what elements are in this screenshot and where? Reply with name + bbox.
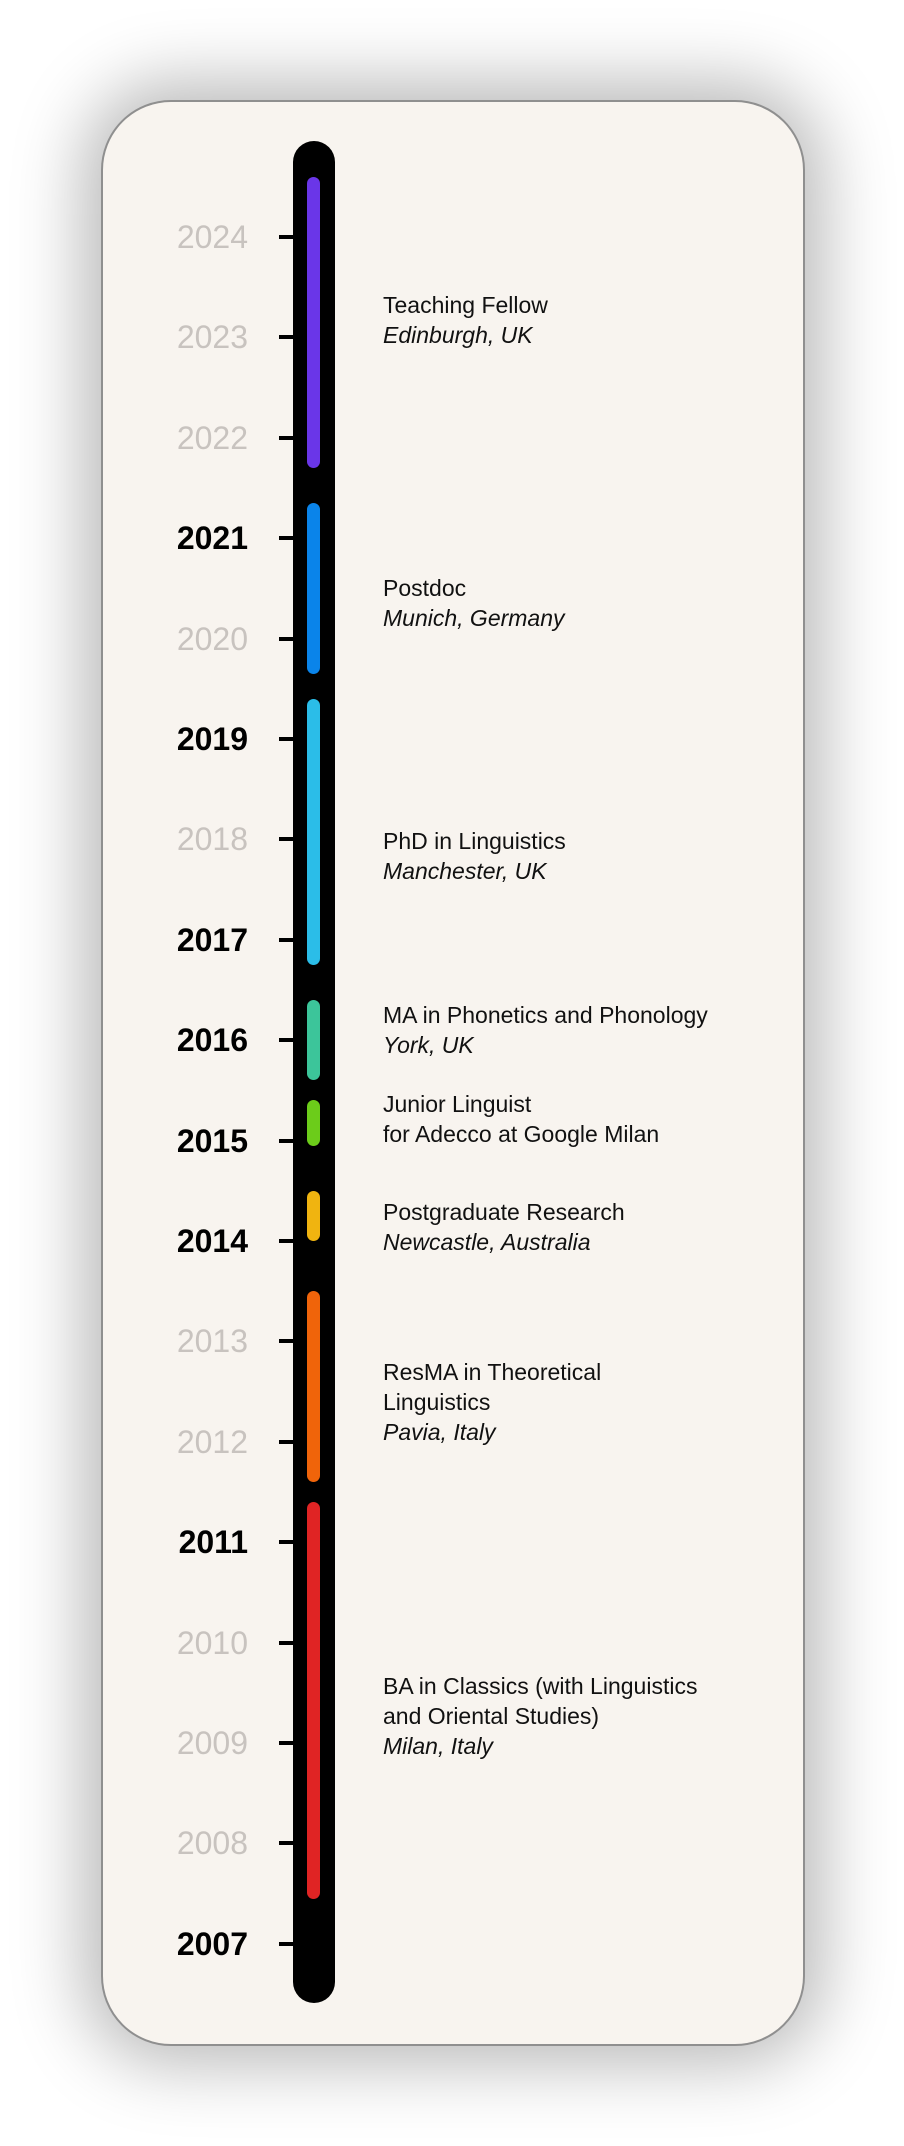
- timeline-segment: [307, 1190, 320, 1241]
- event-title: Postgraduate Research: [383, 1199, 625, 1225]
- timeline-event: BA in Classics (with Linguistics and Orie…: [383, 1671, 753, 1761]
- timeline-event: Junior Linguist for Adecco at Google Mila…: [383, 1089, 753, 1149]
- event-title: Teaching Fellow: [383, 292, 548, 318]
- event-location: York, UK: [383, 1032, 474, 1058]
- year-tick-2020: [279, 636, 295, 641]
- year-label-2022: 2022: [176, 419, 248, 456]
- year-label-2011: 2011: [178, 1524, 248, 1561]
- year-tick-2009: [279, 1741, 295, 1745]
- timeline-segment: [307, 503, 320, 674]
- year-tick-2011: [279, 1540, 295, 1545]
- event-title: MA in Phonetics and Phonology: [383, 1002, 708, 1028]
- timeline-segment: [307, 1502, 320, 1899]
- year-tick-2012: [279, 1439, 295, 1444]
- event-location: Munich, Germany: [383, 605, 565, 631]
- year-label-2018: 2018: [176, 821, 248, 858]
- event-location: Newcastle, Australia: [383, 1229, 591, 1255]
- year-label-2016: 2016: [176, 1022, 248, 1059]
- event-title: Postdoc: [383, 575, 467, 601]
- event-title: Linguistics: [383, 1389, 491, 1415]
- year-label-2015: 2015: [176, 1122, 248, 1159]
- event-location: Pavia, Italy: [383, 1419, 496, 1445]
- event-title: BA in Classics (with Linguistics: [383, 1673, 698, 1699]
- timeline-event: Postgraduate Research Newcastle, Australi…: [383, 1197, 753, 1257]
- year-tick-2023: [279, 335, 295, 340]
- timeline-event: Postdoc Munich, Germany: [383, 573, 753, 633]
- event-title: Junior Linguist: [383, 1091, 532, 1117]
- year-tick-2022: [279, 435, 295, 440]
- timeline-event: Teaching Fellow Edinburgh, UK: [383, 290, 753, 350]
- year-tick-2018: [279, 837, 295, 842]
- event-title: for Adecco at Google Milan: [383, 1121, 660, 1147]
- timeline-segment: [307, 698, 320, 965]
- year-tick-2010: [279, 1640, 295, 1645]
- timeline-card: [101, 100, 805, 2046]
- event-title: PhD in Linguistics: [383, 828, 566, 854]
- year-label-2017: 2017: [176, 921, 248, 958]
- year-label-2024: 2024: [176, 219, 248, 255]
- timeline-event: PhD in Linguistics Manchester, UK: [383, 826, 753, 886]
- year-tick-2007: [279, 1941, 295, 1946]
- year-tick-2014: [279, 1239, 295, 1243]
- event-title: and Oriental Studies): [383, 1703, 600, 1729]
- year-label-2007: 2007: [176, 1925, 248, 1962]
- year-label-2012: 2012: [176, 1423, 248, 1460]
- year-tick-2024: [279, 235, 295, 239]
- timeline-event: ResMA in Theoretical Linguistics Pavia, It…: [383, 1357, 753, 1447]
- year-label-2020: 2020: [176, 620, 248, 657]
- year-tick-2017: [279, 937, 295, 942]
- year-label-2014: 2014: [176, 1223, 248, 1259]
- year-label-2013: 2013: [176, 1323, 248, 1360]
- timeline-segment: [307, 1291, 320, 1482]
- year-tick-2019: [279, 737, 295, 741]
- timeline-event: MA in Phonetics and Phonology York, UK: [383, 1000, 753, 1060]
- event-location: Edinburgh, UK: [383, 322, 533, 348]
- year-tick-2008: [279, 1841, 295, 1846]
- timeline-segment: [307, 1100, 320, 1146]
- year-label-2009: 2009: [176, 1725, 248, 1761]
- year-tick-2016: [279, 1038, 295, 1043]
- timeline-segment: [307, 176, 320, 468]
- year-label-2010: 2010: [176, 1624, 248, 1661]
- year-label-2023: 2023: [176, 319, 248, 356]
- year-tick-2013: [279, 1339, 295, 1344]
- year-tick-2015: [279, 1138, 295, 1143]
- year-label-2019: 2019: [176, 721, 248, 757]
- year-tick-2021: [279, 536, 295, 541]
- event-title: ResMA in Theoretical: [383, 1359, 602, 1385]
- event-location: Manchester, UK: [383, 858, 547, 884]
- year-label-2008: 2008: [176, 1825, 248, 1862]
- year-label-2021: 2021: [176, 520, 248, 557]
- event-location: Milan, Italy: [383, 1733, 493, 1759]
- timeline-segment: [307, 1000, 320, 1081]
